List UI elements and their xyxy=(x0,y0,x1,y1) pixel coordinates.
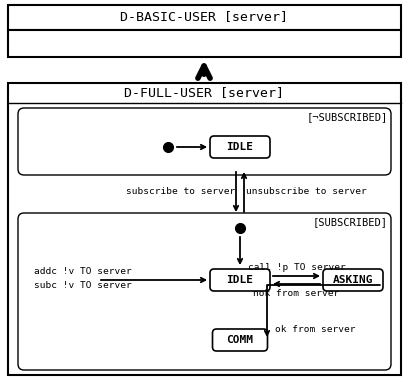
FancyBboxPatch shape xyxy=(8,83,401,375)
Text: ok from server: ok from server xyxy=(275,325,355,335)
FancyBboxPatch shape xyxy=(8,5,401,30)
FancyBboxPatch shape xyxy=(210,269,270,291)
Text: unsubscribe to server: unsubscribe to server xyxy=(246,187,367,196)
Text: nok from server: nok from server xyxy=(253,290,339,298)
Text: [SUBSCRIBED]: [SUBSCRIBED] xyxy=(313,217,388,227)
Text: ASKING: ASKING xyxy=(333,275,373,285)
Text: D-BASIC-USER [server]: D-BASIC-USER [server] xyxy=(120,10,288,23)
Text: COMM: COMM xyxy=(227,335,254,345)
Text: addc !v TO server: addc !v TO server xyxy=(34,266,132,276)
Text: IDLE: IDLE xyxy=(227,142,254,152)
Text: call !p TO server: call !p TO server xyxy=(247,263,345,273)
FancyBboxPatch shape xyxy=(8,30,401,57)
Text: subc !v TO server: subc !v TO server xyxy=(34,281,132,290)
Text: [¬SUBSCRIBED]: [¬SUBSCRIBED] xyxy=(307,112,388,122)
FancyBboxPatch shape xyxy=(213,329,267,351)
FancyBboxPatch shape xyxy=(18,108,391,175)
FancyBboxPatch shape xyxy=(323,269,383,291)
Text: D-FULL-USER [server]: D-FULL-USER [server] xyxy=(124,87,284,99)
FancyBboxPatch shape xyxy=(210,136,270,158)
Text: IDLE: IDLE xyxy=(227,275,254,285)
Text: subscribe to server: subscribe to server xyxy=(126,187,235,196)
FancyBboxPatch shape xyxy=(18,213,391,370)
